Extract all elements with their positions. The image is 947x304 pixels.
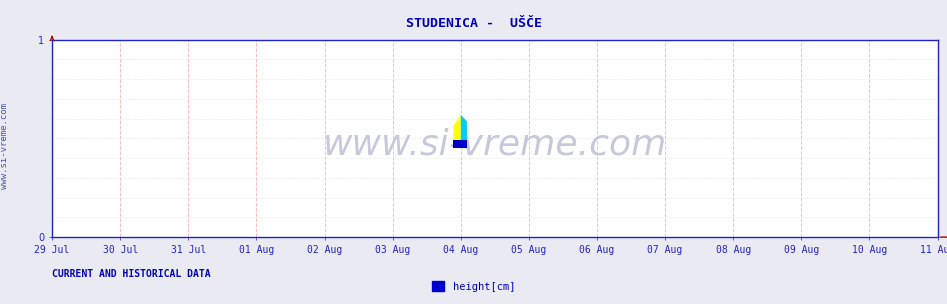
Polygon shape: [454, 140, 467, 148]
Polygon shape: [461, 115, 467, 148]
Polygon shape: [454, 115, 461, 148]
Text: www.si-vreme.com: www.si-vreme.com: [0, 103, 9, 189]
Text: STUDENICA -  UŠČE: STUDENICA - UŠČE: [405, 17, 542, 30]
Text: www.si-vreme.com: www.si-vreme.com: [323, 127, 667, 161]
Text: CURRENT AND HISTORICAL DATA: CURRENT AND HISTORICAL DATA: [52, 269, 211, 279]
Legend: height[cm]: height[cm]: [428, 277, 519, 296]
